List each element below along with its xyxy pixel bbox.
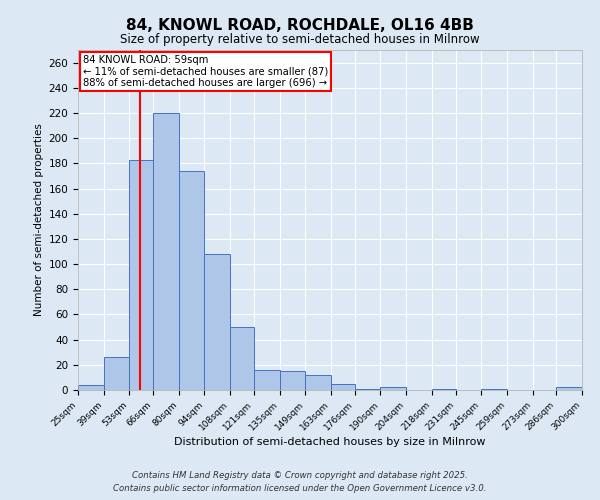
Bar (380, 388, 406, 390)
Bar (130, 160, 153, 390)
Bar (556, 388, 582, 390)
Text: 84, KNOWL ROAD, ROCHDALE, OL16 4BB: 84, KNOWL ROAD, ROCHDALE, OL16 4BB (126, 18, 474, 32)
Bar (230, 327, 254, 390)
Bar (432, 388, 455, 390)
Bar (104, 358, 130, 390)
Bar (78, 385, 104, 390)
Bar (153, 113, 179, 390)
X-axis label: Distribution of semi-detached houses by size in Milnrow: Distribution of semi-detached houses by … (174, 438, 486, 448)
Bar (280, 371, 305, 390)
Text: 84 KNOWL ROAD: 59sqm
← 11% of semi-detached houses are smaller (87)
88% of semi-: 84 KNOWL ROAD: 59sqm ← 11% of semi-detac… (83, 55, 328, 88)
Bar (481, 388, 507, 390)
Bar (205, 254, 230, 390)
Bar (305, 375, 331, 390)
Bar (179, 171, 205, 390)
Bar (254, 370, 280, 390)
Bar (331, 384, 355, 390)
Y-axis label: Number of semi-detached properties: Number of semi-detached properties (34, 124, 44, 316)
Bar (355, 388, 380, 390)
Text: Size of property relative to semi-detached houses in Milnrow: Size of property relative to semi-detach… (120, 32, 480, 46)
Text: Contains public sector information licensed under the Open Government Licence v3: Contains public sector information licen… (113, 484, 487, 493)
Text: Contains HM Land Registry data © Crown copyright and database right 2025.: Contains HM Land Registry data © Crown c… (132, 470, 468, 480)
